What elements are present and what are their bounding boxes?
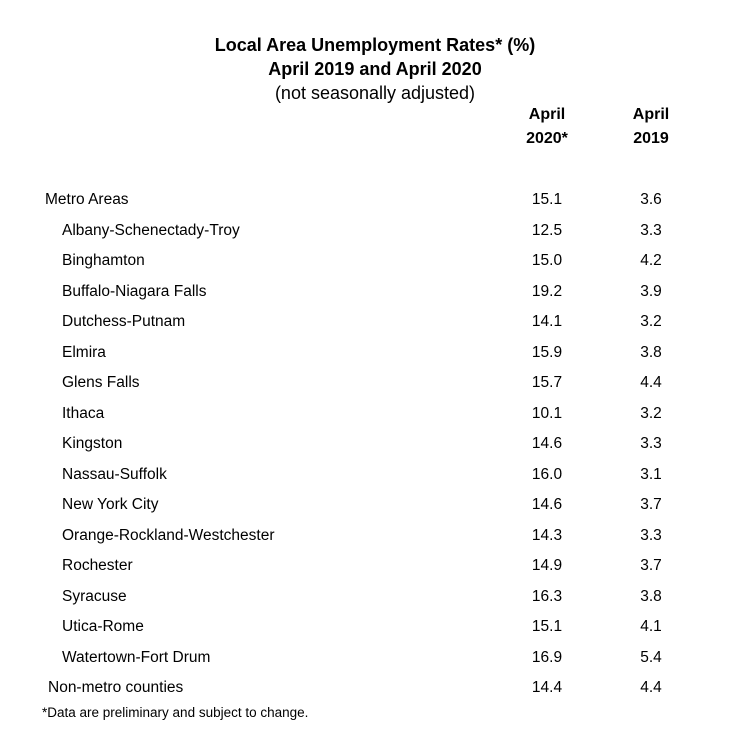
row-label: Binghamton xyxy=(62,252,145,270)
value-2020: 15.1 xyxy=(531,618,563,636)
value-2020: 14.6 xyxy=(531,496,563,514)
table-row-non-metro-counties: Non-metro counties 14.4 4.4 xyxy=(0,673,750,704)
table-row-glens-falls: Glens Falls 15.7 4.4 xyxy=(0,368,750,399)
value-2019: 3.1 xyxy=(640,465,662,483)
row-label: Orange-Rockland-Westchester xyxy=(62,526,275,544)
row-label: New York City xyxy=(62,496,159,514)
value-2019: 3.9 xyxy=(640,282,662,300)
footnote: *Data are preliminary and subject to cha… xyxy=(42,705,309,720)
value-2020: 14.1 xyxy=(531,313,563,331)
table-row-albany-schenectady-troy: Albany-Schenectady-Troy 12.5 3.3 xyxy=(0,216,750,247)
value-2019: 3.2 xyxy=(640,313,662,331)
row-label: Nassau-Suffolk xyxy=(62,465,167,483)
value-2019: 4.1 xyxy=(640,618,662,636)
row-label: Glens Falls xyxy=(62,374,140,392)
value-2020: 12.5 xyxy=(531,221,563,239)
title-line-1: Local Area Unemployment Rates* (%) xyxy=(214,35,536,55)
value-2019: 3.7 xyxy=(640,496,662,514)
table-row-syracuse: Syracuse 16.3 3.8 xyxy=(0,582,750,613)
row-label: Metro Areas xyxy=(45,191,129,209)
value-2020: 14.6 xyxy=(531,435,563,453)
row-label: Syracuse xyxy=(62,587,127,605)
value-2019: 3.2 xyxy=(640,404,662,422)
table-row-kingston: Kingston 14.6 3.3 xyxy=(0,429,750,460)
value-2019: 3.3 xyxy=(640,221,662,239)
row-label: Ithaca xyxy=(62,404,105,422)
value-2020: 16.0 xyxy=(531,465,563,483)
row-label: Rochester xyxy=(62,557,133,575)
table-row-watertown-fort-drum: Watertown-Fort Drum 16.9 5.4 xyxy=(0,643,750,674)
row-label: Utica-Rome xyxy=(62,618,144,636)
table-body: Metro Areas 15.1 3.6 Albany-Schenectady-… xyxy=(0,185,750,704)
value-2020: 19.2 xyxy=(531,282,563,300)
table-row-buffalo-niagara-falls: Buffalo-Niagara Falls 19.2 3.9 xyxy=(0,277,750,308)
row-label: Kingston xyxy=(62,435,123,453)
row-label: Albany-Schenectady-Troy xyxy=(62,221,240,239)
column-header-april-2020-line1: April xyxy=(528,106,566,123)
value-2020: 16.9 xyxy=(531,648,563,666)
column-header-april-2020: April 2020* xyxy=(497,103,597,151)
value-2019: 3.3 xyxy=(640,526,662,544)
value-2019: 4.2 xyxy=(640,252,662,270)
value-2019: 3.3 xyxy=(640,435,662,453)
value-2019: 5.4 xyxy=(640,648,662,666)
table-row-metro-areas: Metro Areas 15.1 3.6 xyxy=(0,185,750,216)
table-row-ithaca: Ithaca 10.1 3.2 xyxy=(0,399,750,430)
table-row-orange-rockland-westchester: Orange-Rockland-Westchester 14.3 3.3 xyxy=(0,521,750,552)
row-label: Non-metro counties xyxy=(48,679,184,697)
table-row-nassau-suffolk: Nassau-Suffolk 16.0 3.1 xyxy=(0,460,750,491)
column-header-april-2020-line2: 2020* xyxy=(526,130,568,147)
value-2020: 15.1 xyxy=(531,191,563,209)
title-line-3: (not seasonally adjusted) xyxy=(274,83,476,103)
value-2019: 4.4 xyxy=(640,374,662,392)
table-row-elmira: Elmira 15.9 3.8 xyxy=(0,338,750,369)
table-row-rochester: Rochester 14.9 3.7 xyxy=(0,551,750,582)
row-label: Watertown-Fort Drum xyxy=(62,648,211,666)
column-header-april-2019-line2: 2019 xyxy=(633,130,669,147)
value-2019: 3.7 xyxy=(640,557,662,575)
value-2020: 15.7 xyxy=(531,374,563,392)
title-line-2: April 2019 and April 2020 xyxy=(268,59,482,79)
value-2019: 3.6 xyxy=(640,191,662,209)
table-row-dutchess-putnam: Dutchess-Putnam 14.1 3.2 xyxy=(0,307,750,338)
value-2020: 10.1 xyxy=(531,404,563,422)
row-label: Buffalo-Niagara Falls xyxy=(62,282,207,300)
row-label: Elmira xyxy=(62,343,106,361)
value-2020: 15.9 xyxy=(531,343,563,361)
table-title-block: Local Area Unemployment Rates* (%) April… xyxy=(0,33,750,105)
value-2019: 3.8 xyxy=(640,343,662,361)
table-row-utica-rome: Utica-Rome 15.1 4.1 xyxy=(0,612,750,643)
value-2020: 14.9 xyxy=(531,557,563,575)
row-label: Dutchess-Putnam xyxy=(62,313,186,331)
column-headers: April 2020* April 2019 xyxy=(0,103,750,153)
value-2020: 14.4 xyxy=(531,679,563,697)
value-2020: 16.3 xyxy=(531,587,563,605)
table-row-new-york-city: New York City 14.6 3.7 xyxy=(0,490,750,521)
value-2019: 4.4 xyxy=(640,679,662,697)
table-row-binghamton: Binghamton 15.0 4.2 xyxy=(0,246,750,277)
value-2020: 14.3 xyxy=(531,526,563,544)
value-2020: 15.0 xyxy=(531,252,563,270)
column-header-april-2019-line1: April xyxy=(632,106,670,123)
value-2019: 3.8 xyxy=(640,587,662,605)
column-header-april-2019: April 2019 xyxy=(601,103,701,151)
